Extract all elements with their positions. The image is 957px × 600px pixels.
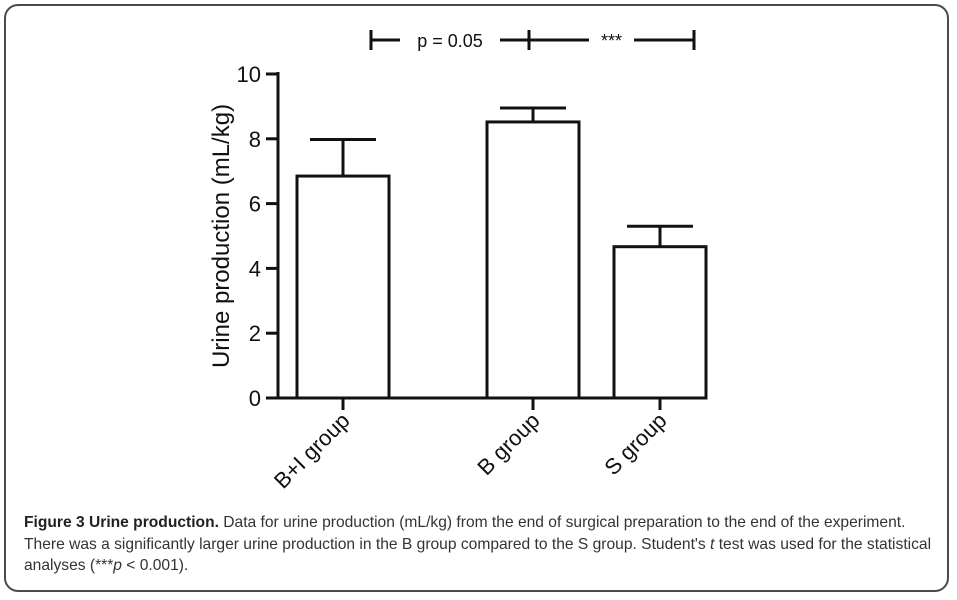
- bar-2: [612, 245, 708, 400]
- bar-0: [295, 174, 391, 400]
- caption-p-symbol: p: [113, 557, 122, 574]
- y-ticks-layer: 0 2 4 6 8 10: [237, 62, 278, 411]
- bars-layer: [295, 120, 708, 400]
- caption-text-part-1: Data for urine production (mL/kg) from t…: [24, 514, 906, 553]
- bar-chart: p = 0.05 *** 0 2 4 6 8 10 B+I group B group S gr…: [208, 30, 708, 493]
- caption-title: Figure 3 Urine production.: [24, 514, 219, 531]
- significance-layer: p = 0.05 ***: [369, 30, 696, 51]
- bar-1: [485, 120, 581, 400]
- axes-layer: [276, 72, 690, 400]
- significance-label-0: p = 0.05: [417, 31, 483, 51]
- y-axis-label: Urine production (mL/kg): [208, 104, 235, 368]
- y-tick-label-6: 6: [249, 192, 261, 217]
- x-tick-label-1: B group: [472, 408, 544, 480]
- y-tick-label-8: 8: [249, 127, 261, 152]
- figure-caption: Figure 3 Urine production. Data for urin…: [24, 512, 934, 577]
- x-tick-label-2: S group: [599, 408, 671, 480]
- y-tick-label-10: 10: [237, 62, 261, 87]
- caption-text-part-2: test was used for the statistical analys…: [24, 535, 932, 575]
- y-tick-label-0: 0: [249, 386, 261, 411]
- x-ticks-layer: B+I group B group S group: [269, 398, 672, 493]
- y-tick-label-4: 4: [249, 256, 261, 281]
- caption-text-part-3: < 0.001).: [121, 557, 189, 574]
- error-bars-layer: [310, 106, 693, 247]
- caption-t-symbol: t: [710, 535, 715, 553]
- figure-frame: [4, 4, 949, 592]
- x-tick-label-0: B+I group: [269, 408, 355, 494]
- y-tick-label-2: 2: [249, 321, 261, 346]
- significance-label-1: ***: [601, 31, 622, 51]
